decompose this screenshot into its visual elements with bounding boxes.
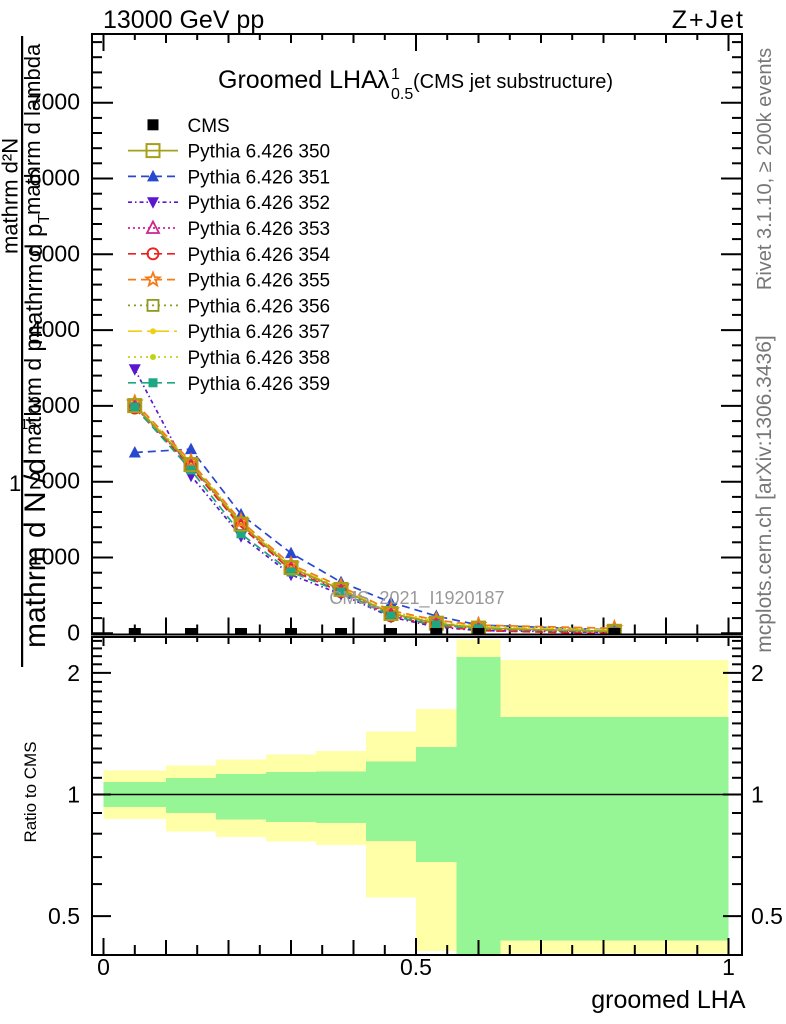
svg-text:CMS_2021_I1920187: CMS_2021_I1920187 xyxy=(329,588,504,609)
svg-text:mathrm d N /d: mathrm d N /d xyxy=(19,458,52,648)
svg-text:2: 2 xyxy=(751,660,764,686)
svg-text:Pythia 6.426 359: Pythia 6.426 359 xyxy=(188,374,331,395)
svg-text:0: 0 xyxy=(97,954,110,980)
svg-text:Z+Jet: Z+Jet xyxy=(672,6,745,34)
svg-text:mathrm d²N: mathrm d²N xyxy=(0,138,23,254)
svg-text:4000: 4000 xyxy=(29,316,80,342)
svg-text:Pythia 6.426 352: Pythia 6.426 352 xyxy=(188,193,331,214)
svg-text:2: 2 xyxy=(67,660,80,686)
svg-text:Groomed LHA: Groomed LHA xyxy=(218,66,378,94)
svg-text:Pythia 6.426 354: Pythia 6.426 354 xyxy=(188,245,331,266)
svg-text:1000: 1000 xyxy=(29,544,80,570)
svg-text:0: 0 xyxy=(67,619,80,645)
svg-text:1: 1 xyxy=(9,471,21,496)
svg-text:mathrm d lambda: mathrm d lambda xyxy=(20,43,45,215)
svg-text:mathrm d pT: mathrm d pT xyxy=(21,214,53,345)
svg-text:0.5: 0.5 xyxy=(48,903,80,929)
svg-text:Ratio to CMS: Ratio to CMS xyxy=(21,741,40,842)
svg-text:Pythia 6.426 350: Pythia 6.426 350 xyxy=(188,142,331,163)
svg-text:Pythia 6.426 356: Pythia 6.426 356 xyxy=(188,296,331,317)
svg-text:Pythia 6.426 351: Pythia 6.426 351 xyxy=(188,167,331,188)
svg-text:2000: 2000 xyxy=(29,468,80,494)
svg-text:1: 1 xyxy=(391,66,400,83)
svg-text:Rivet 3.1.10, ≥ 200k events: Rivet 3.1.10, ≥ 200k events xyxy=(754,48,776,290)
svg-text:Pythia 6.426 353: Pythia 6.426 353 xyxy=(188,219,331,240)
svg-text:1: 1 xyxy=(751,782,764,808)
svg-text:0.5: 0.5 xyxy=(400,954,432,980)
svg-text:λ: λ xyxy=(377,66,390,94)
svg-text:5000: 5000 xyxy=(29,240,80,266)
svg-text:Pythia 6.426 358: Pythia 6.426 358 xyxy=(188,348,331,369)
svg-text:groomed LHA: groomed LHA xyxy=(591,986,746,1014)
svg-text:7000: 7000 xyxy=(29,89,80,115)
svg-text:15: 15 xyxy=(20,416,37,433)
svg-text:(CMS jet substructure): (CMS jet substructure) xyxy=(413,71,613,93)
svg-text:6000: 6000 xyxy=(29,165,80,191)
svg-text:mathrm d p: mathrm d p xyxy=(20,339,46,455)
svg-text:0.5: 0.5 xyxy=(391,86,413,103)
svg-text:13000 GeV pp: 13000 GeV pp xyxy=(103,6,264,34)
svg-text:mcplots.cern.ch [arXiv:1306.34: mcplots.cern.ch [arXiv:1306.3436] xyxy=(753,335,776,653)
svg-text:Pythia 6.426 355: Pythia 6.426 355 xyxy=(188,271,331,292)
svg-text:CMS: CMS xyxy=(188,116,230,137)
svg-text:0.5: 0.5 xyxy=(751,903,783,929)
svg-text:1: 1 xyxy=(67,782,80,808)
svg-text:Pythia 6.426 357: Pythia 6.426 357 xyxy=(188,322,331,343)
svg-text:1: 1 xyxy=(722,954,735,980)
svg-text:3000: 3000 xyxy=(29,392,80,418)
